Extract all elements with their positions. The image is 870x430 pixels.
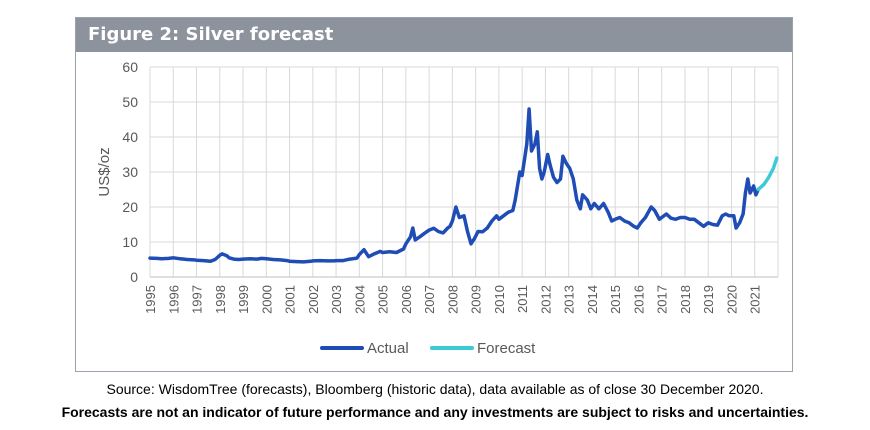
series-line-actual	[148, 107, 760, 264]
series-line-forecast	[756, 156, 779, 192]
x-tick-label: 2004	[352, 285, 367, 314]
x-tick-label: 2001	[283, 285, 298, 314]
x-tick-label: 2017	[655, 285, 670, 314]
x-tick-label: 2007	[422, 285, 437, 314]
x-tick-label: 2016	[631, 285, 646, 314]
y-tick-label: 20	[122, 199, 138, 215]
x-tick-label: 1997	[190, 285, 205, 314]
x-tick-label: 2002	[306, 285, 321, 314]
y-tick-label: 60	[122, 59, 138, 75]
y-tick-label: 10	[122, 234, 138, 250]
figure-frame: Figure 2: Silver forecast	[75, 17, 793, 372]
x-tick-label: 2009	[469, 285, 484, 314]
y-axis-label: US$/oz	[96, 147, 113, 196]
x-tick-label: 2020	[724, 285, 739, 314]
figure-title: Figure 2: Silver forecast	[76, 18, 792, 52]
x-tick-label: 1996	[166, 285, 181, 314]
disclaimer-caption: Forecasts are not an indicator of future…	[61, 404, 809, 420]
x-tick-label: 1998	[213, 285, 228, 314]
y-tick-label: 40	[122, 129, 138, 145]
x-tick-label: 2013	[562, 285, 577, 314]
x-tick-label: 2019	[701, 285, 716, 314]
x-tick-label: 2011	[515, 285, 530, 313]
x-tick-label: 2021	[748, 285, 763, 314]
x-tick-label: 2018	[678, 285, 693, 314]
x-tick-label: 2012	[538, 285, 553, 314]
x-tick-label: 2000	[259, 285, 274, 314]
y-tick-label: 50	[122, 94, 138, 110]
x-tick-label: 2003	[329, 285, 344, 314]
x-tick-label: 1995	[143, 285, 158, 314]
y-tick-label: 0	[130, 269, 138, 285]
x-tick-label: 2010	[492, 285, 507, 314]
x-tick-label: 1999	[236, 285, 251, 314]
legend-label-forecast: Forecast	[477, 340, 536, 357]
x-tick-label: 2005	[376, 285, 391, 314]
source-caption: Source: WisdomTree (forecasts), Bloomber…	[106, 381, 764, 397]
x-tick-label: 2008	[445, 285, 460, 314]
legend-label-actual: Actual	[367, 340, 409, 357]
x-tick-label: 2015	[608, 285, 623, 314]
y-tick-label: 30	[122, 164, 138, 180]
x-tick-label: 2006	[399, 285, 414, 314]
x-tick-label: 2014	[585, 285, 600, 314]
